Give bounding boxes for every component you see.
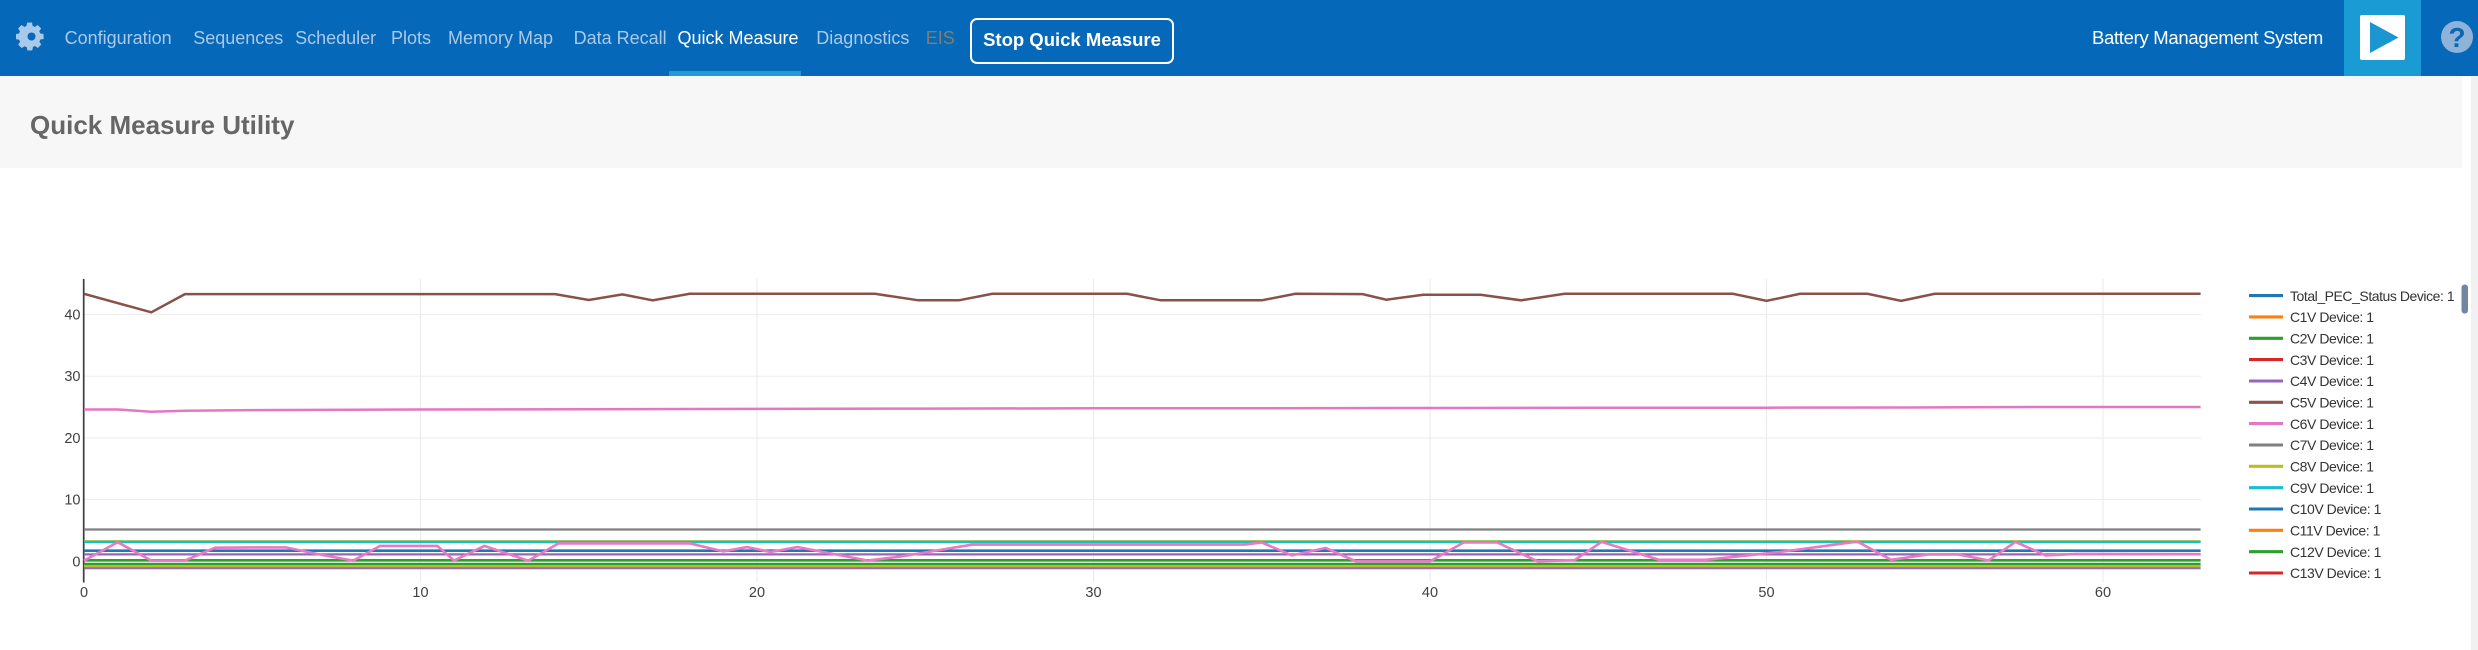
- svg-text:0: 0: [72, 554, 80, 570]
- svg-text:60: 60: [2095, 585, 2111, 601]
- svg-text:C6V Device: 1: C6V Device: 1: [2290, 416, 2374, 432]
- svg-text:40: 40: [64, 308, 80, 324]
- svg-text:C4V Device: 1: C4V Device: 1: [2290, 373, 2374, 389]
- svg-text:10: 10: [64, 493, 80, 509]
- svg-text:20: 20: [64, 431, 80, 447]
- svg-text:C3V Device: 1: C3V Device: 1: [2290, 352, 2374, 368]
- svg-text:30: 30: [64, 369, 80, 385]
- svg-text:C8V Device: 1: C8V Device: 1: [2290, 459, 2374, 475]
- svg-text:C5V Device: 1: C5V Device: 1: [2290, 395, 2374, 411]
- svg-text:30: 30: [1085, 585, 1101, 601]
- svg-text:Total_PEC_Status Device: 1: Total_PEC_Status Device: 1: [2290, 288, 2455, 304]
- svg-text:C12V Device: 1: C12V Device: 1: [2290, 544, 2382, 560]
- svg-text:C13V Device: 1: C13V Device: 1: [2290, 565, 2382, 581]
- svg-text:10: 10: [412, 585, 428, 601]
- svg-text:C9V Device: 1: C9V Device: 1: [2290, 480, 2374, 496]
- svg-text:50: 50: [1758, 585, 1774, 601]
- svg-text:C7V Device: 1: C7V Device: 1: [2290, 437, 2374, 453]
- svg-text:0: 0: [80, 585, 88, 601]
- svg-text:C2V Device: 1: C2V Device: 1: [2290, 331, 2374, 347]
- svg-text:C1V Device: 1: C1V Device: 1: [2290, 309, 2374, 325]
- svg-text:40: 40: [1422, 585, 1438, 601]
- svg-text:C11V Device: 1: C11V Device: 1: [2290, 523, 2381, 539]
- svg-text:20: 20: [749, 585, 765, 601]
- svg-text:C10V Device: 1: C10V Device: 1: [2290, 501, 2382, 517]
